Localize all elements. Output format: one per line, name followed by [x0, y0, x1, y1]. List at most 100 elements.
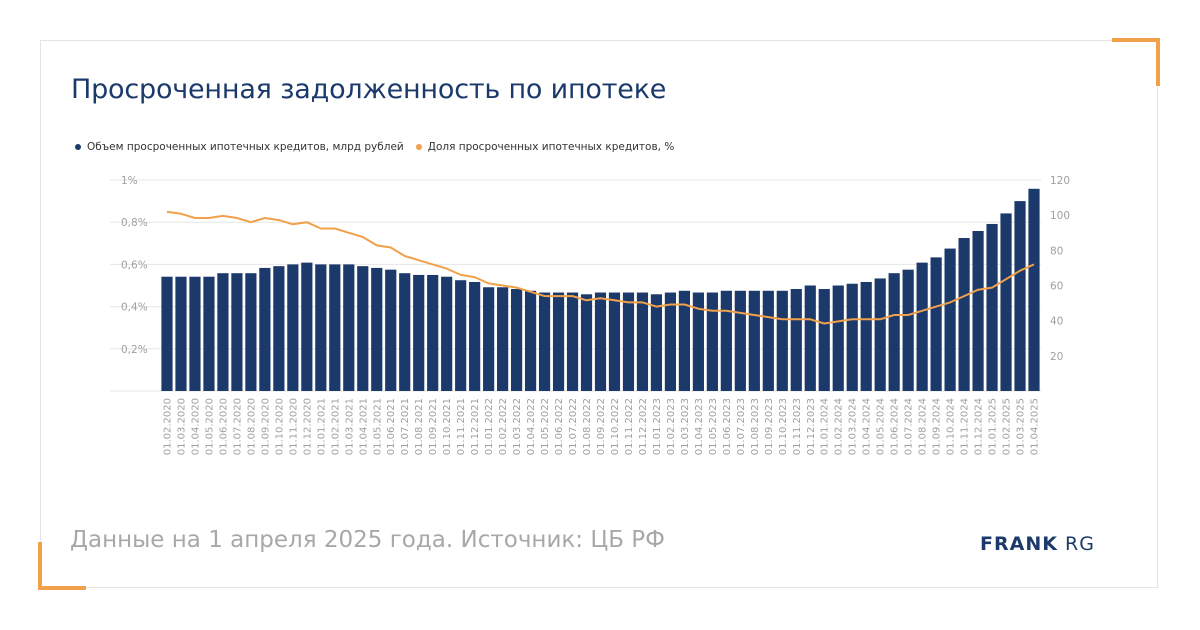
x-tick-label: 01.01.2024	[820, 398, 831, 455]
bar	[622, 292, 635, 391]
x-tick-label: 01.07.2021	[400, 398, 411, 455]
bar	[371, 267, 383, 391]
logo-frank: FRANK	[980, 533, 1058, 555]
x-tick-label: 01.02.2022	[498, 398, 509, 455]
bar	[189, 276, 201, 391]
bar	[720, 290, 732, 391]
x-tick-label: 01.11.2022	[624, 398, 635, 455]
share-line	[166, 210, 1035, 325]
bar	[301, 262, 313, 391]
bar	[343, 264, 355, 391]
bar	[315, 264, 327, 391]
bar	[497, 287, 509, 391]
x-tick-label: 01.10.2023	[778, 398, 789, 455]
x-tick-label: 01.09.2023	[764, 398, 775, 455]
bar	[455, 280, 467, 391]
x-tick-label: 01.12.2022	[638, 398, 649, 455]
x-tick-label: 01.05.2024	[876, 398, 887, 455]
bar	[552, 292, 565, 391]
bar	[692, 292, 704, 391]
x-tick-label: 01.03.2023	[680, 398, 691, 455]
x-tick-label: 01.04.2020	[190, 398, 201, 455]
bar	[706, 292, 718, 391]
bar	[860, 281, 872, 391]
x-tick-label: 01.03.2024	[848, 398, 859, 455]
x-tick-label: 01.03.2025	[1016, 398, 1027, 455]
x-tick-label: 01.06.2023	[722, 398, 733, 455]
bar	[762, 290, 774, 391]
x-tick-label: 01.11.2024	[960, 398, 971, 455]
x-tick-label: 01.04.2024	[862, 398, 873, 455]
x-tick-label: 01.12.2020	[302, 398, 313, 455]
x-tick-label: 01.05.2023	[708, 398, 719, 455]
bar	[944, 248, 956, 391]
legend-item-volume: Объем просроченных ипотечных кредитов, м…	[75, 141, 404, 153]
x-tick-label: 01.02.2024	[834, 398, 845, 455]
x-tick-label: 01.09.2022	[596, 398, 607, 455]
y-right-tick-label: 60	[1050, 281, 1063, 293]
x-tick-label: 01.11.2023	[792, 398, 803, 455]
x-tick-label: 01.12.2023	[806, 398, 817, 455]
x-tick-label: 01.02.2021	[330, 398, 341, 455]
x-tick-label: 01.04.2025	[1030, 398, 1041, 455]
x-tick-label: 01.02.2025	[1002, 398, 1013, 455]
bar	[287, 264, 299, 391]
bar	[511, 289, 523, 391]
bar	[608, 292, 621, 391]
bar	[916, 262, 928, 391]
x-tick-label: 01.07.2024	[904, 398, 915, 455]
legend-item-share: Доля просроченных ипотечных кредитов, %	[415, 141, 675, 153]
y-right-tick-label: 80	[1050, 245, 1063, 257]
bar	[678, 290, 690, 391]
bar	[1014, 201, 1026, 391]
x-tick-label: 01.01.2023	[652, 398, 663, 455]
brand-logo: FRANK RG	[980, 533, 1095, 555]
bar	[790, 289, 802, 391]
x-tick-label: 01.09.2024	[932, 398, 943, 455]
x-tick-label: 01.03.2022	[512, 398, 523, 455]
x-tick-label: 01.08.2024	[918, 398, 929, 455]
y-left-tick-label: 0,8%	[121, 217, 148, 229]
x-tick-label: 01.10.2021	[442, 398, 453, 455]
x-tick-label: 01.07.2022	[568, 398, 579, 455]
bar	[259, 267, 271, 391]
x-tick-label: 01.06.2021	[386, 398, 397, 455]
bar	[846, 283, 858, 391]
y-left-tick-label: 0,4%	[121, 302, 148, 314]
x-tick-label: 01.02.2023	[666, 398, 677, 455]
chart-legend: Объем просроченных ипотечных кредитов, м…	[75, 141, 674, 153]
bar	[636, 292, 649, 391]
x-tick-label: 01.08.2023	[750, 398, 761, 455]
bar	[748, 290, 760, 391]
bar	[399, 273, 411, 391]
bar	[413, 274, 425, 391]
y-left-tick-label: 1%	[121, 175, 138, 187]
bar	[1028, 188, 1040, 391]
x-tick-label: 01.10.2020	[274, 398, 285, 455]
bar	[804, 285, 816, 391]
y-right-tick-label: 100	[1050, 210, 1070, 222]
x-tick-label: 01.08.2021	[414, 398, 425, 455]
bar	[580, 294, 593, 391]
bar	[888, 273, 900, 391]
corner-accent-bottom-left	[38, 542, 86, 590]
bar	[329, 264, 341, 391]
x-tick-label: 01.06.2020	[218, 398, 229, 455]
bar	[776, 290, 788, 391]
x-tick-label: 01.01.2021	[316, 398, 327, 455]
bar	[357, 266, 369, 391]
legend-label-share: Доля просроченных ипотечных кредитов, %	[427, 141, 675, 153]
x-tick-label: 01.05.2021	[372, 398, 383, 455]
bar	[538, 292, 551, 391]
bar	[972, 230, 984, 391]
x-tick-label: 01.10.2024	[946, 398, 957, 455]
x-tick-label: 01.09.2020	[260, 398, 271, 455]
legend-dot-volume	[75, 144, 81, 150]
bar	[1000, 213, 1012, 391]
bar	[832, 285, 844, 391]
corner-accent-top-right	[1112, 38, 1160, 86]
y-right-tick-label: 40	[1050, 316, 1063, 328]
x-tick-label: 01.08.2022	[582, 398, 593, 455]
bar	[161, 276, 173, 391]
y-left-tick-label: 0,2%	[121, 344, 148, 356]
